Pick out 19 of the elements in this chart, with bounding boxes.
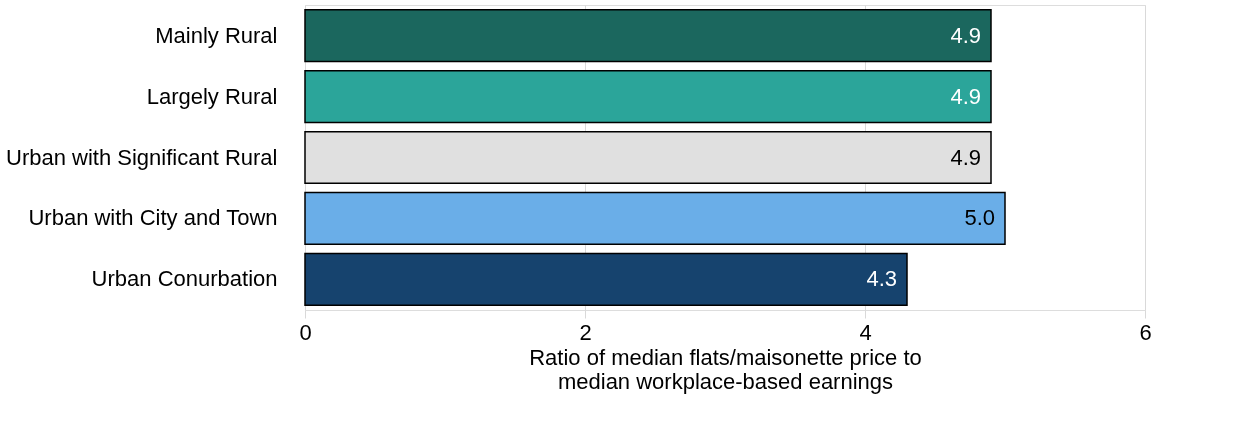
bar [304,252,908,306]
data-label: 4.9 [950,22,981,48]
data-label: 4.9 [950,144,981,170]
x-axis-title: Ratio of median flats/maisonette price to median workplace-based earnings [529,344,922,394]
x-tick-label: 4 [859,319,872,345]
x-tick-label: 2 [579,319,592,345]
y-tick-label: Urban with Significant Rural [6,144,278,170]
data-label: 4.9 [950,83,981,109]
x-tick-label: 0 [299,319,312,345]
bar [304,9,992,63]
data-label: 5.0 [964,205,995,231]
y-tick-label: Urban Conurbation [91,266,278,292]
data-label: 4.3 [866,266,897,292]
bar [304,70,992,124]
x-tick-label: 6 [1139,319,1152,345]
y-tick-label: Urban with City and Town [28,205,278,231]
bar [304,191,1006,245]
y-tick-label: Largely Rural [146,83,278,109]
y-tick-label: Mainly Rural [155,22,278,48]
